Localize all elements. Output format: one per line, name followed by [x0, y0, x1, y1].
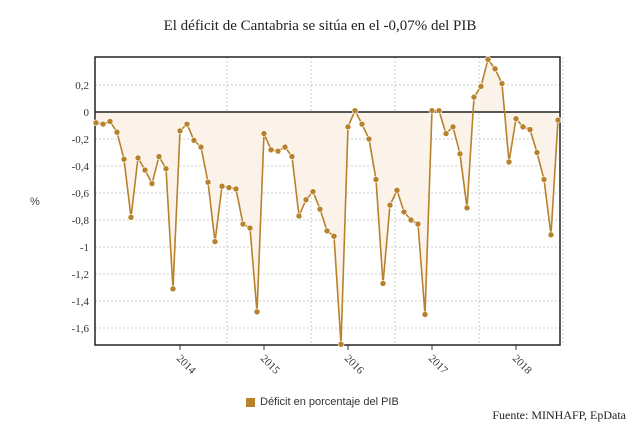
data-point [211, 238, 219, 245]
x-tick-label: 2015 [258, 353, 282, 377]
data-point [365, 135, 373, 143]
data-point [449, 123, 457, 131]
data-point [512, 115, 520, 123]
y-tick-label: 0 [84, 107, 90, 119]
data-point [162, 165, 170, 172]
data-point [400, 208, 408, 216]
data-point [533, 149, 541, 156]
data-point [92, 119, 100, 127]
data-point [232, 185, 240, 193]
plot-frame [94, 56, 561, 346]
y-tick-label: -0,4 [72, 161, 90, 173]
x-tick-label: 2014 [174, 353, 198, 377]
data-point [498, 80, 506, 87]
data-point [519, 123, 527, 131]
data-point [547, 231, 555, 239]
data-point [148, 180, 156, 187]
data-point [274, 147, 282, 155]
y-axis-label: % [30, 196, 40, 208]
data-point [183, 120, 191, 128]
y-tick-label: -1,4 [72, 296, 90, 308]
data-point [407, 216, 415, 224]
x-tick-label: 2016 [342, 353, 366, 377]
data-point [323, 227, 331, 235]
area-fill [96, 59, 558, 345]
data-point [456, 150, 464, 158]
chart-title: El déficit de Cantabria se sitúa en el -… [163, 18, 477, 34]
x-tick-label: 2017 [426, 353, 450, 377]
data-point [204, 178, 212, 186]
data-point [484, 56, 492, 63]
data-point [477, 83, 485, 90]
data-point [344, 123, 352, 131]
data-point [267, 146, 275, 154]
data-point [379, 280, 387, 287]
data-point [218, 182, 226, 190]
data-point [106, 118, 114, 125]
x-tick-label: 2018 [510, 353, 534, 377]
y-tick-label: -0,8 [72, 215, 90, 227]
y-tick-label: -1,2 [72, 269, 89, 281]
data-point [120, 155, 128, 163]
data-point [99, 120, 107, 128]
data-point [330, 232, 338, 240]
data-point [435, 107, 443, 114]
data-point [253, 308, 261, 316]
data-point [491, 65, 499, 73]
y-tick-label: -0,6 [72, 188, 90, 200]
data-point [414, 220, 422, 228]
data-point [169, 285, 177, 293]
source-note: Fuente: MINHAFP, EpData [492, 408, 626, 422]
legend-swatch [246, 397, 255, 407]
data-point [295, 212, 303, 220]
data-point [246, 224, 254, 232]
data-point [351, 107, 359, 114]
data-point [372, 176, 380, 183]
y-tick-label: 0,2 [75, 80, 89, 92]
data-point [554, 116, 562, 124]
data-point [470, 93, 478, 101]
data-point [239, 220, 247, 228]
data-point [197, 143, 205, 151]
data-point [260, 130, 268, 137]
data-point [141, 166, 149, 174]
y-tick-label: -1 [80, 242, 89, 254]
data-point [316, 205, 324, 213]
data-point [155, 153, 163, 160]
data-point [134, 154, 142, 162]
data-point [127, 214, 135, 221]
data-point [302, 196, 310, 204]
data-point [337, 340, 345, 348]
data-point [281, 143, 289, 151]
data-point [526, 126, 534, 133]
data-point [309, 188, 317, 195]
data-point [176, 127, 184, 135]
legend[interactable]: Déficit en porcentaje del PIB [246, 396, 399, 408]
data-point [393, 187, 401, 194]
data-point [288, 153, 296, 160]
legend-label: Déficit en porcentaje del PIB [260, 396, 399, 408]
data-point [190, 137, 198, 144]
y-tick-label: -1,6 [72, 323, 90, 335]
data-point [463, 204, 471, 212]
data-point [540, 176, 548, 183]
data-point [421, 311, 429, 318]
y-tick-label: -0,2 [72, 134, 89, 146]
data-point [386, 201, 394, 209]
data-point [442, 130, 450, 137]
data-point [225, 184, 233, 191]
data-point [358, 120, 366, 128]
data-point [113, 128, 121, 136]
data-point [505, 158, 513, 166]
data-point [428, 107, 436, 114]
